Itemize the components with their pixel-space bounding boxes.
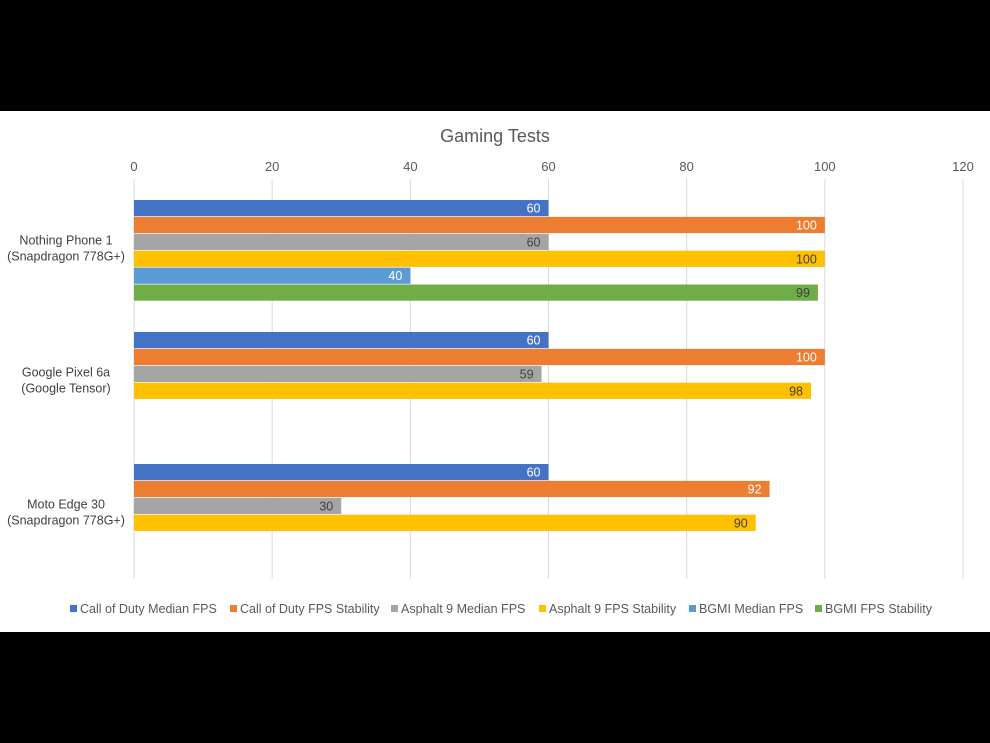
bar bbox=[134, 348, 825, 366]
category-label-line: Google Pixel 6a bbox=[22, 366, 110, 380]
legend-label: Asphalt 9 FPS Stability bbox=[549, 602, 677, 616]
bar bbox=[134, 497, 342, 514]
data-labels: 60 100 60 100 40 99 60 100 59 98 60 92 30 90 bbox=[319, 202, 817, 531]
legend: Call of Duty Median FPS Call of Duty FPS … bbox=[70, 602, 933, 616]
legend-swatch bbox=[230, 605, 237, 612]
x-tick-label: 40 bbox=[403, 159, 417, 174]
category-label-line: (Snapdragon 778G+) bbox=[7, 514, 125, 528]
data-label: 60 bbox=[527, 334, 541, 348]
bar bbox=[134, 382, 812, 399]
data-label: 60 bbox=[527, 202, 541, 216]
bar bbox=[134, 200, 549, 217]
legend-swatch bbox=[391, 605, 398, 612]
bar bbox=[134, 267, 411, 284]
category-label-line: Moto Edge 30 bbox=[27, 498, 105, 512]
bar bbox=[134, 216, 825, 234]
legend-label: BGMI Median FPS bbox=[699, 602, 803, 616]
x-tick-label: 120 bbox=[952, 159, 974, 174]
data-label: 90 bbox=[734, 516, 748, 530]
data-label: 30 bbox=[319, 499, 333, 513]
chart-title: Gaming Tests bbox=[440, 126, 550, 146]
category-label: Google Pixel 6a (Google Tensor) bbox=[21, 366, 110, 396]
x-axis-ticks: 0 20 40 60 80 100 120 bbox=[130, 159, 973, 174]
x-tick-label: 0 bbox=[130, 159, 137, 174]
x-tick-label: 80 bbox=[679, 159, 693, 174]
legend-swatch bbox=[70, 605, 77, 612]
category-label: Moto Edge 30 (Snapdragon 778G+) bbox=[7, 498, 125, 528]
data-label: 59 bbox=[520, 367, 534, 381]
bar bbox=[134, 250, 825, 267]
data-label: 60 bbox=[527, 235, 541, 249]
category-label: Nothing Phone 1 (Snapdragon 778G+) bbox=[7, 234, 125, 264]
category-label-line: (Snapdragon 778G+) bbox=[7, 250, 125, 264]
data-label: 99 bbox=[796, 286, 810, 300]
bar bbox=[134, 480, 770, 498]
bar bbox=[134, 464, 549, 481]
legend-label: BGMI FPS Stability bbox=[825, 602, 933, 616]
category-label-line: (Google Tensor) bbox=[21, 382, 110, 396]
data-label: 100 bbox=[796, 219, 817, 233]
x-tick-label: 60 bbox=[541, 159, 555, 174]
category-labels: Nothing Phone 1 (Snapdragon 778G+) Google … bbox=[7, 234, 125, 528]
legend-swatch bbox=[539, 605, 546, 612]
bar bbox=[134, 365, 542, 382]
legend-label: Asphalt 9 Median FPS bbox=[401, 602, 525, 616]
bar bbox=[134, 332, 549, 349]
bar bbox=[134, 514, 756, 531]
legend-swatch bbox=[689, 605, 696, 612]
category-label-line: Nothing Phone 1 bbox=[19, 234, 112, 248]
data-label: 98 bbox=[789, 384, 803, 398]
bar bbox=[134, 233, 549, 250]
data-label: 100 bbox=[796, 351, 817, 365]
x-tick-label: 100 bbox=[814, 159, 836, 174]
x-tick-label: 20 bbox=[265, 159, 279, 174]
data-label: 92 bbox=[748, 483, 762, 497]
data-label: 100 bbox=[796, 252, 817, 266]
bar-chart: Gaming Tests 0 20 40 60 80 100 120 Nothing Pho… bbox=[7, 126, 974, 616]
chart-panel: Gaming Tests 0 20 40 60 80 100 120 Nothing Pho… bbox=[0, 111, 990, 632]
legend-swatch bbox=[815, 605, 822, 612]
legend-label: Call of Duty FPS Stability bbox=[240, 602, 380, 616]
legend-label: Call of Duty Median FPS bbox=[80, 602, 217, 616]
data-label: 60 bbox=[527, 466, 541, 480]
data-label: 40 bbox=[388, 269, 402, 283]
bars bbox=[134, 200, 825, 531]
bar bbox=[134, 284, 818, 301]
